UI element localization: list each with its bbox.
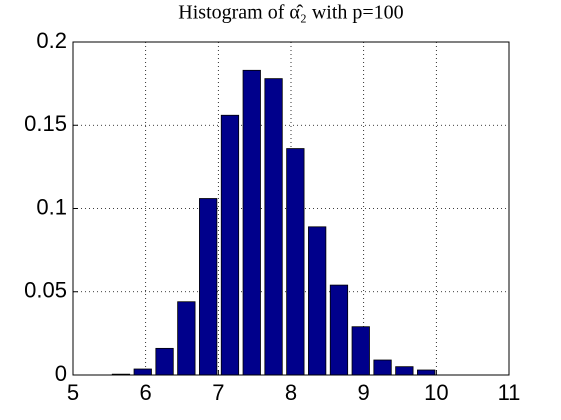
bar [155,347,174,376]
bar [286,148,305,376]
x-tick-label: 10 [424,380,448,405]
bar [133,368,152,376]
bar [351,326,370,376]
bar [417,369,436,376]
y-tick-label: 0 [55,361,67,386]
y-tick-label: 0.05 [24,278,67,303]
bar [242,69,261,376]
bar [373,359,392,376]
y-tick-label: 0.1 [36,194,67,219]
x-tick-label: 9 [358,380,370,405]
y-tick-label: 0.2 [36,28,67,53]
axes-box [72,41,510,376]
x-tick-label: 11 [498,380,521,405]
x-tick-label: 8 [285,380,297,405]
bar [264,78,283,376]
x-tick-label: 7 [212,380,224,405]
bar [177,301,196,376]
y-tick-label: 0.15 [24,111,67,136]
bar [308,226,327,376]
bar [329,284,349,376]
chart-title: Histogram of α̂₂ with p=100 [178,2,403,24]
x-tick-label: 6 [140,380,152,405]
bar [220,114,240,376]
x-tick-label: 5 [67,380,79,405]
bar [395,366,414,376]
bar [199,198,218,376]
